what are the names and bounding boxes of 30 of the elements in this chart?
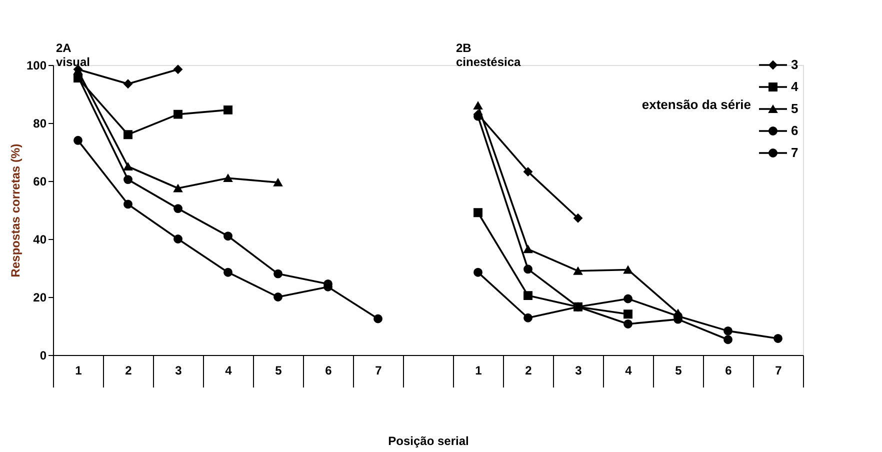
annotation: 2A visual [56, 41, 90, 69]
legend-label: 5 [791, 101, 798, 116]
legend-label: 6 [791, 123, 798, 138]
y-tick-label: 80 [33, 116, 47, 130]
x-tick-label: 4 [625, 364, 632, 378]
x-tick-label: 3 [175, 364, 182, 378]
x-tick-label: 7 [375, 364, 382, 378]
y-tick-label: 20 [33, 290, 47, 304]
x-tick-label: 6 [725, 364, 732, 378]
y-tick-label: 0 [40, 348, 47, 362]
y-tick-label: 40 [33, 232, 47, 246]
legend-title: extensão da série [642, 97, 751, 112]
x-tick-label: 4 [225, 364, 232, 378]
x-tick-label: 6 [325, 364, 332, 378]
x-tick-label: 5 [275, 364, 282, 378]
x-tick-label: 1 [475, 364, 482, 378]
x-tick-label: 2 [525, 364, 532, 378]
y-axis-title: Respostas corretas (%) [8, 144, 22, 278]
x-tick-label: 2 [125, 364, 132, 378]
y-tick-label: 60 [33, 174, 47, 188]
x-tick-label: 5 [675, 364, 682, 378]
y-tick-label: 100 [26, 58, 47, 72]
x-axis-title: Posição serial [388, 434, 469, 448]
legend-label: 7 [791, 145, 798, 160]
legend-label: 4 [791, 79, 799, 94]
legend-label: 3 [791, 57, 798, 72]
annotation: 2B cinestésica [456, 41, 522, 69]
x-tick-label: 7 [775, 364, 782, 378]
x-tick-label: 3 [575, 364, 582, 378]
x-tick-label: 1 [75, 364, 82, 378]
